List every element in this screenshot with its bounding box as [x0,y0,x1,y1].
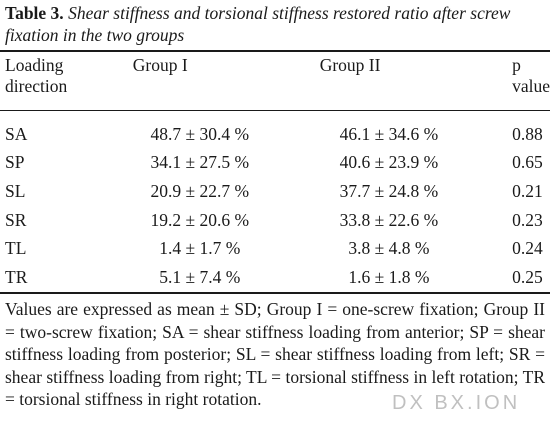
cell-group-ii: 3.8 ± 4.8 % [348,238,430,259]
table-row: SP 34.1 ± 27.5 % 40.6 ± 23.9 % 0.65 [0,149,550,178]
cell-direction: TR [5,266,28,287]
cell-group-i: 48.7 ± 30.4 % [150,123,250,144]
table-row: SA 48.7 ± 30.4 % 46.1 ± 34.6 % 0.88 [0,110,550,149]
caption-text: Shear stiffness and torsional stiffness … [5,3,511,45]
table-row: SR 19.2 ± 20.6 % 33.8 ± 22.6 % 0.23 [0,206,550,235]
cell-group-ii: 33.8 ± 22.6 % [339,209,439,230]
cell-direction: SA [5,123,28,144]
header-row: Loading direction Group I Group II p val… [0,55,550,110]
header-group-i: Group I [132,55,188,75]
cell-p-value: 0.65 [512,152,543,173]
cell-group-i: 1.4 ± 1.7 % [159,238,241,259]
header-rule [0,110,550,112]
cell-group-ii: 40.6 ± 23.9 % [339,152,439,173]
cell-group-ii: 1.6 ± 1.8 % [348,266,430,287]
top-rule [0,50,550,52]
data-table: Loading direction Group I Group II p val… [0,55,550,292]
cell-direction: SL [5,180,26,201]
table-footnote: Values are expressed as mean ± SD; Group… [5,299,545,409]
table-caption: Table 3. Shear stiffness and torsional s… [5,2,545,46]
header-p-value: p value [512,55,550,96]
cell-direction: SP [5,152,25,173]
cell-direction: SR [5,209,27,230]
bottom-rule [0,292,550,294]
header-loading-direction: Loading direction [5,55,68,96]
cell-group-i: 19.2 ± 20.6 % [150,209,250,230]
cell-p-value: 0.24 [512,238,543,259]
cell-group-ii: 46.1 ± 34.6 % [339,123,439,144]
watermark: DX BX.ION [392,392,521,414]
cell-p-value: 0.88 [512,123,543,144]
cell-group-i: 34.1 ± 27.5 % [150,152,250,173]
cell-direction: TL [5,238,27,259]
cell-p-value: 0.25 [512,266,543,287]
header-group-ii: Group II [319,55,381,75]
cell-p-value: 0.23 [512,209,543,230]
cell-group-i: 20.9 ± 22.7 % [150,180,250,201]
table-row: TL 1.4 ± 1.7 % 3.8 ± 4.8 % 0.24 [0,234,550,263]
table-row: SL 20.9 ± 22.7 % 37.7 ± 24.8 % 0.21 [0,177,550,206]
cell-p-value: 0.21 [512,180,543,201]
cell-group-ii: 37.7 ± 24.8 % [339,180,439,201]
caption-label: Table 3. [5,3,64,23]
cell-group-i: 5.1 ± 7.4 % [159,266,241,287]
table-row: TR 5.1 ± 7.4 % 1.6 ± 1.8 % 0.25 [0,263,550,292]
